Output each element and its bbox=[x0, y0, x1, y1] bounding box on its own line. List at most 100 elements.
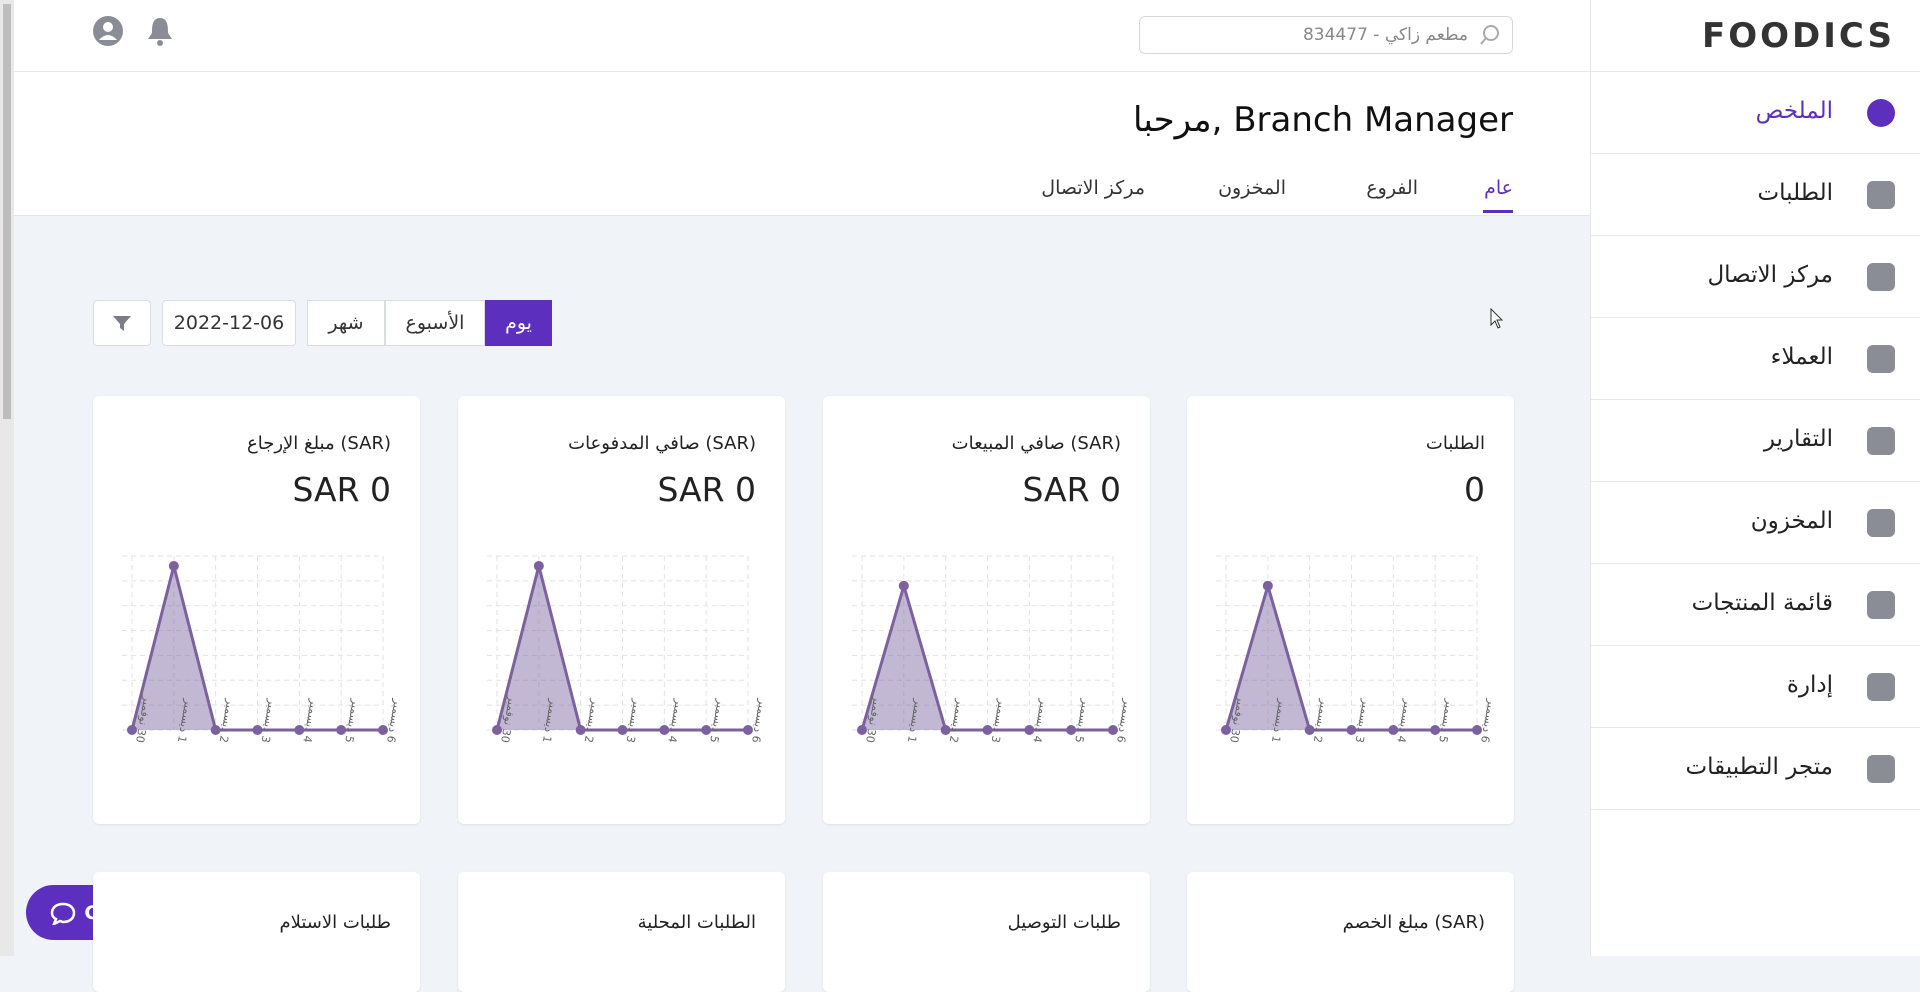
sidebar-icon bbox=[1867, 673, 1895, 701]
profile-icon[interactable] bbox=[92, 15, 124, 47]
tab[interactable]: المخزون bbox=[1218, 177, 1286, 199]
sidebar-item[interactable]: المخزون bbox=[1591, 482, 1920, 564]
sidebar: FOODICS الملخص الطلبات مركز الاتصال العملاء… bbox=[1590, 0, 1920, 956]
x-tick-label: 4 ديسمبر bbox=[665, 697, 686, 744]
point bbox=[378, 725, 388, 735]
stat-card: الطلبات 0 30 نوفمبر 1 ديسمبر 2 ديسمبر 3 ديسمب… bbox=[1187, 396, 1514, 824]
tab[interactable]: الفروع bbox=[1366, 177, 1418, 199]
area bbox=[497, 565, 748, 730]
search-box[interactable]: مطعم زاكي - 834477 bbox=[1139, 16, 1513, 54]
period-button[interactable]: يوم bbox=[485, 300, 552, 346]
x-tick-label: 6 ديسمبر bbox=[1114, 697, 1135, 744]
point bbox=[168, 560, 179, 571]
scrollbar bbox=[0, 0, 14, 956]
card-title: طلبات الاستلام bbox=[279, 912, 391, 933]
chat-icon bbox=[51, 902, 76, 925]
x-tick-label: 5 ديسمبر bbox=[1072, 697, 1093, 744]
point bbox=[857, 725, 867, 735]
sidebar-icon bbox=[1867, 755, 1895, 783]
sidebar-icon bbox=[1867, 345, 1895, 373]
point bbox=[701, 725, 712, 735]
point bbox=[659, 725, 670, 735]
stat-card: الطلبات المحلية bbox=[458, 872, 785, 992]
point bbox=[294, 725, 305, 735]
card-title: مبلغ الخصم (SAR) bbox=[1342, 912, 1485, 933]
scroll-thumb[interactable] bbox=[3, 4, 11, 419]
greeting: مرحبا, Branch Manager bbox=[1133, 100, 1513, 140]
tab[interactable]: عام bbox=[1484, 177, 1513, 199]
point bbox=[492, 725, 502, 735]
period-button[interactable]: شهر bbox=[307, 300, 385, 346]
x-tick-label: 4 ديسمبر bbox=[300, 697, 321, 744]
filter-icon bbox=[113, 316, 131, 331]
cursor bbox=[1490, 308, 1504, 329]
x-tick-label: 3 ديسمبر bbox=[624, 697, 645, 744]
card-title: صافي المبيعات (SAR) bbox=[951, 433, 1121, 454]
point bbox=[982, 725, 993, 735]
x-tick-label: 2 ديسمبر bbox=[1311, 697, 1332, 744]
point bbox=[617, 725, 628, 735]
point bbox=[127, 725, 137, 735]
x-tick-label: 5 ديسمبر bbox=[707, 697, 728, 744]
sidebar-label: متجر التطبيقات bbox=[1685, 754, 1834, 780]
x-tick-label: 4 ديسمبر bbox=[1394, 697, 1415, 744]
sidebar-item[interactable]: الملخص bbox=[1591, 72, 1920, 154]
sidebar-item[interactable]: مركز الاتصال bbox=[1591, 236, 1920, 318]
area bbox=[1226, 585, 1477, 730]
sidebar-label: المخزون bbox=[1750, 508, 1833, 534]
tab-underline bbox=[1483, 210, 1513, 213]
area bbox=[862, 585, 1113, 730]
point bbox=[1108, 725, 1118, 735]
card-title: الطلبات bbox=[1425, 433, 1485, 454]
point bbox=[1472, 725, 1482, 735]
x-tick-label: 3 ديسمبر bbox=[259, 697, 280, 744]
point bbox=[575, 725, 586, 735]
sidebar-item[interactable]: التقارير bbox=[1591, 400, 1920, 482]
card-value: 0 bbox=[1464, 470, 1485, 509]
point bbox=[898, 580, 909, 591]
sidebar-label: الملخص bbox=[1755, 98, 1833, 124]
sidebar-item[interactable]: العملاء bbox=[1591, 318, 1920, 400]
sidebar-icon bbox=[1867, 591, 1895, 619]
sidebar-item[interactable]: إدارة bbox=[1591, 646, 1920, 728]
sidebar-label: الطلبات bbox=[1757, 180, 1833, 206]
sidebar-icon bbox=[1867, 427, 1895, 455]
point bbox=[1221, 725, 1231, 735]
x-tick-label: 2 ديسمبر bbox=[217, 697, 238, 744]
stat-card: طلبات التوصيل bbox=[823, 872, 1150, 992]
x-tick-label: 6 ديسمبر bbox=[749, 697, 770, 744]
point bbox=[336, 725, 347, 735]
date-picker[interactable]: 2022-12-06 bbox=[162, 300, 296, 346]
card-title: مبلغ الإرجاع (SAR) bbox=[246, 433, 391, 454]
sidebar-item[interactable]: الطلبات bbox=[1591, 154, 1920, 236]
tab[interactable]: مركز الاتصال bbox=[1041, 177, 1145, 199]
period-button[interactable]: الأسبوع bbox=[385, 300, 485, 346]
x-tick-label: 5 ديسمبر bbox=[342, 697, 363, 744]
point bbox=[1346, 725, 1357, 735]
sidebar-icon bbox=[1867, 99, 1895, 127]
stat-card: مبلغ الخصم (SAR) bbox=[1187, 872, 1514, 992]
x-tick-label: 2 ديسمبر bbox=[582, 697, 603, 744]
card-value: SAR 0 bbox=[292, 470, 391, 509]
filter-shape bbox=[113, 316, 131, 331]
notification-icon[interactable] bbox=[146, 15, 174, 47]
stat-card: صافي المدفوعات (SAR) SAR 0 30 نوفمبر 1 ديسم… bbox=[458, 396, 785, 824]
x-tick-label: 3 ديسمبر bbox=[989, 697, 1010, 744]
x-tick-label: 6 ديسمبر bbox=[384, 697, 405, 744]
x-tick-label: 2 ديسمبر bbox=[947, 697, 968, 744]
point bbox=[210, 725, 221, 735]
sidebar-icon bbox=[1867, 263, 1895, 291]
x-tick-label: 4 ديسمبر bbox=[1030, 697, 1051, 744]
stat-card: صافي المبيعات (SAR) SAR 0 30 نوفمبر 1 ديسمب… bbox=[823, 396, 1150, 824]
logo: FOODICS bbox=[1702, 16, 1895, 56]
x-tick-label: 5 ديسمبر bbox=[1436, 697, 1457, 744]
point bbox=[1066, 725, 1077, 735]
x-tick-label: 3 ديسمبر bbox=[1353, 697, 1374, 744]
sidebar-label: قائمة المنتجات bbox=[1691, 590, 1833, 616]
sidebar-item[interactable]: قائمة المنتجات bbox=[1591, 564, 1920, 646]
filter-button[interactable] bbox=[93, 300, 151, 346]
sidebar-item[interactable]: متجر التطبيقات bbox=[1591, 728, 1920, 810]
